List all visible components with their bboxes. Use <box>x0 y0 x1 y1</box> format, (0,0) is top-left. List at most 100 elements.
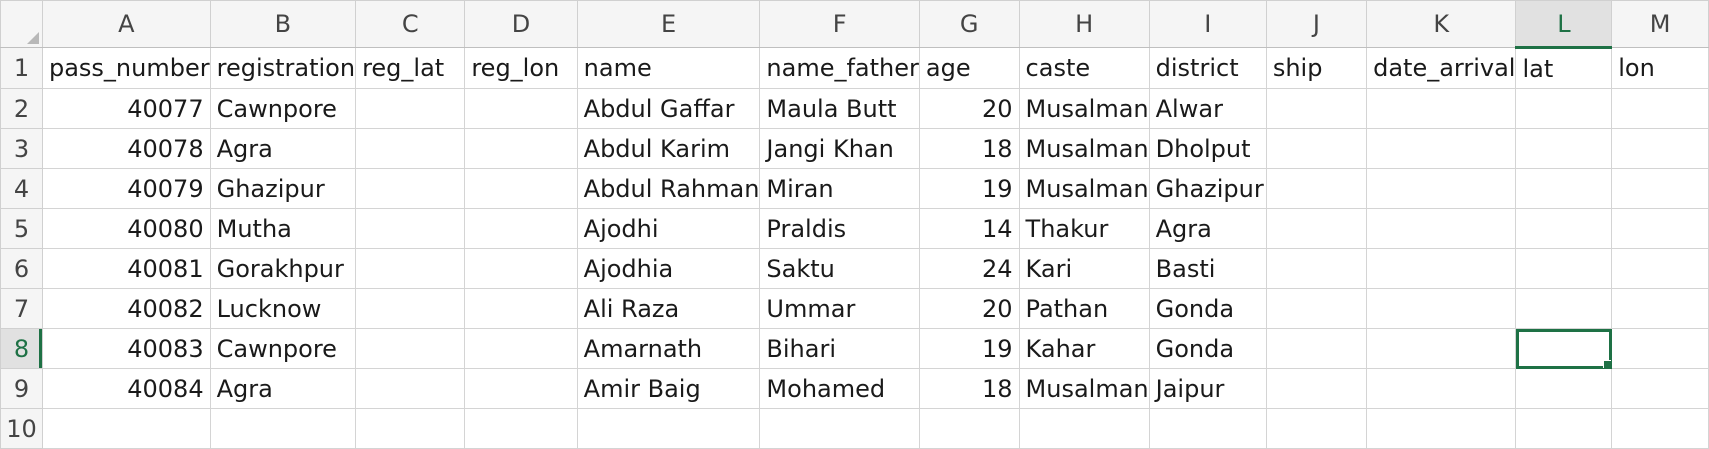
cell-a7[interactable]: 40082 <box>41 288 211 329</box>
cell-c5[interactable] <box>355 208 466 249</box>
column-header-d[interactable]: D <box>464 0 578 48</box>
cell-f8[interactable]: Bihari <box>759 328 920 369</box>
cell-a6[interactable]: 40081 <box>41 248 211 289</box>
cell-d10[interactable] <box>464 408 578 449</box>
cell-h4[interactable]: Musalman <box>1018 168 1150 209</box>
cell-f6[interactable]: Saktu <box>759 248 920 289</box>
cell-k3[interactable] <box>1366 128 1517 169</box>
cell-h1[interactable]: caste <box>1018 47 1150 89</box>
row-header-10[interactable]: 10 <box>0 408 43 449</box>
cell-j10[interactable] <box>1265 408 1368 449</box>
cell-d8[interactable] <box>464 328 578 369</box>
cell-g9[interactable]: 18 <box>918 368 1020 409</box>
cell-i7[interactable]: Gonda <box>1148 288 1267 329</box>
cell-d4[interactable] <box>464 168 578 209</box>
row-header-5[interactable]: 5 <box>0 208 43 249</box>
cell-l3[interactable] <box>1515 128 1613 169</box>
cell-m10[interactable] <box>1611 408 1709 449</box>
column-header-e[interactable]: E <box>576 0 761 48</box>
cell-a1[interactable]: pass_number <box>41 47 211 89</box>
cell-b1[interactable]: registration <box>209 47 357 89</box>
cell-a10[interactable] <box>41 408 211 449</box>
cell-l4[interactable] <box>1515 168 1613 209</box>
cell-a9[interactable]: 40084 <box>41 368 211 409</box>
cell-c3[interactable] <box>355 128 466 169</box>
column-header-f[interactable]: F <box>759 0 920 48</box>
cell-h2[interactable]: Musalman <box>1018 88 1150 129</box>
cell-k10[interactable] <box>1366 408 1517 449</box>
cell-l9[interactable] <box>1515 368 1613 409</box>
cell-h5[interactable]: Thakur <box>1018 208 1150 249</box>
cell-l5[interactable] <box>1515 208 1613 249</box>
cell-m9[interactable] <box>1611 368 1709 409</box>
cell-i2[interactable]: Alwar <box>1148 88 1267 129</box>
cell-g5[interactable]: 14 <box>918 208 1020 249</box>
cell-k4[interactable] <box>1366 168 1517 209</box>
cell-g7[interactable]: 20 <box>918 288 1020 329</box>
cell-f2[interactable]: Maula Butt <box>759 88 920 129</box>
cell-i4[interactable]: Ghazipur <box>1148 168 1267 209</box>
cell-d7[interactable] <box>464 288 578 329</box>
row-header-3[interactable]: 3 <box>0 128 43 169</box>
cell-j4[interactable] <box>1265 168 1368 209</box>
cell-g4[interactable]: 19 <box>918 168 1020 209</box>
cell-e9[interactable]: Amir Baig <box>576 368 761 409</box>
cell-d9[interactable] <box>464 368 578 409</box>
cell-e4[interactable]: Abdul Rahman <box>576 168 761 209</box>
cell-a2[interactable]: 40077 <box>41 88 211 129</box>
row-header-7[interactable]: 7 <box>0 288 43 329</box>
cell-c10[interactable] <box>355 408 466 449</box>
cell-f1[interactable]: name_father <box>759 47 920 89</box>
cell-e2[interactable]: Abdul Gaffar <box>576 88 761 129</box>
cell-f7[interactable]: Ummar <box>759 288 920 329</box>
cell-b8[interactable]: Cawnpore <box>209 328 357 369</box>
row-header-4[interactable]: 4 <box>0 168 43 209</box>
cell-k2[interactable] <box>1366 88 1517 129</box>
cell-i8[interactable]: Gonda <box>1148 328 1267 369</box>
row-header-1[interactable]: 1 <box>0 47 43 89</box>
cell-b4[interactable]: Ghazipur <box>209 168 357 209</box>
column-header-g[interactable]: G <box>918 0 1020 48</box>
cell-d2[interactable] <box>464 88 578 129</box>
cell-d3[interactable] <box>464 128 578 169</box>
cell-m3[interactable] <box>1611 128 1709 169</box>
cell-g2[interactable]: 20 <box>918 88 1020 129</box>
cell-i6[interactable]: Basti <box>1148 248 1267 289</box>
cell-h9[interactable]: Musalman <box>1018 368 1150 409</box>
cell-l6[interactable] <box>1515 248 1613 289</box>
cell-m1[interactable]: lon <box>1611 47 1709 89</box>
row-header-8[interactable]: 8 <box>0 328 43 369</box>
cell-l8[interactable] <box>1515 328 1613 369</box>
cell-a4[interactable]: 40079 <box>41 168 211 209</box>
cell-a8[interactable]: 40083 <box>41 328 211 369</box>
select-all-button[interactable] <box>0 0 43 48</box>
column-header-i[interactable]: I <box>1148 0 1267 48</box>
cell-e5[interactable]: Ajodhi <box>576 208 761 249</box>
cell-g8[interactable]: 19 <box>918 328 1020 369</box>
row-header-6[interactable]: 6 <box>0 248 43 289</box>
cell-e7[interactable]: Ali Raza <box>576 288 761 329</box>
column-header-l[interactable]: L <box>1515 0 1613 49</box>
cell-b3[interactable]: Agra <box>209 128 357 169</box>
cell-f4[interactable]: Miran <box>759 168 920 209</box>
cell-i9[interactable]: Jaipur <box>1148 368 1267 409</box>
cell-d6[interactable] <box>464 248 578 289</box>
cell-h10[interactable] <box>1018 408 1150 449</box>
cell-a5[interactable]: 40080 <box>41 208 211 249</box>
cell-j1[interactable]: ship <box>1265 47 1368 89</box>
cell-i10[interactable] <box>1148 408 1267 449</box>
cell-e6[interactable]: Ajodhia <box>576 248 761 289</box>
cell-a3[interactable]: 40078 <box>41 128 211 169</box>
cell-m4[interactable] <box>1611 168 1709 209</box>
cell-f5[interactable]: Praldis <box>759 208 920 249</box>
cell-e1[interactable]: name <box>576 47 761 89</box>
cell-e3[interactable]: Abdul Karim <box>576 128 761 169</box>
cell-d1[interactable]: reg_lon <box>464 47 578 89</box>
cell-j8[interactable] <box>1265 328 1368 369</box>
row-header-9[interactable]: 9 <box>0 368 43 409</box>
cell-c6[interactable] <box>355 248 466 289</box>
cell-l7[interactable] <box>1515 288 1613 329</box>
column-header-a[interactable]: A <box>41 0 211 48</box>
cell-g10[interactable] <box>918 408 1020 449</box>
column-header-m[interactable]: M <box>1611 0 1709 48</box>
